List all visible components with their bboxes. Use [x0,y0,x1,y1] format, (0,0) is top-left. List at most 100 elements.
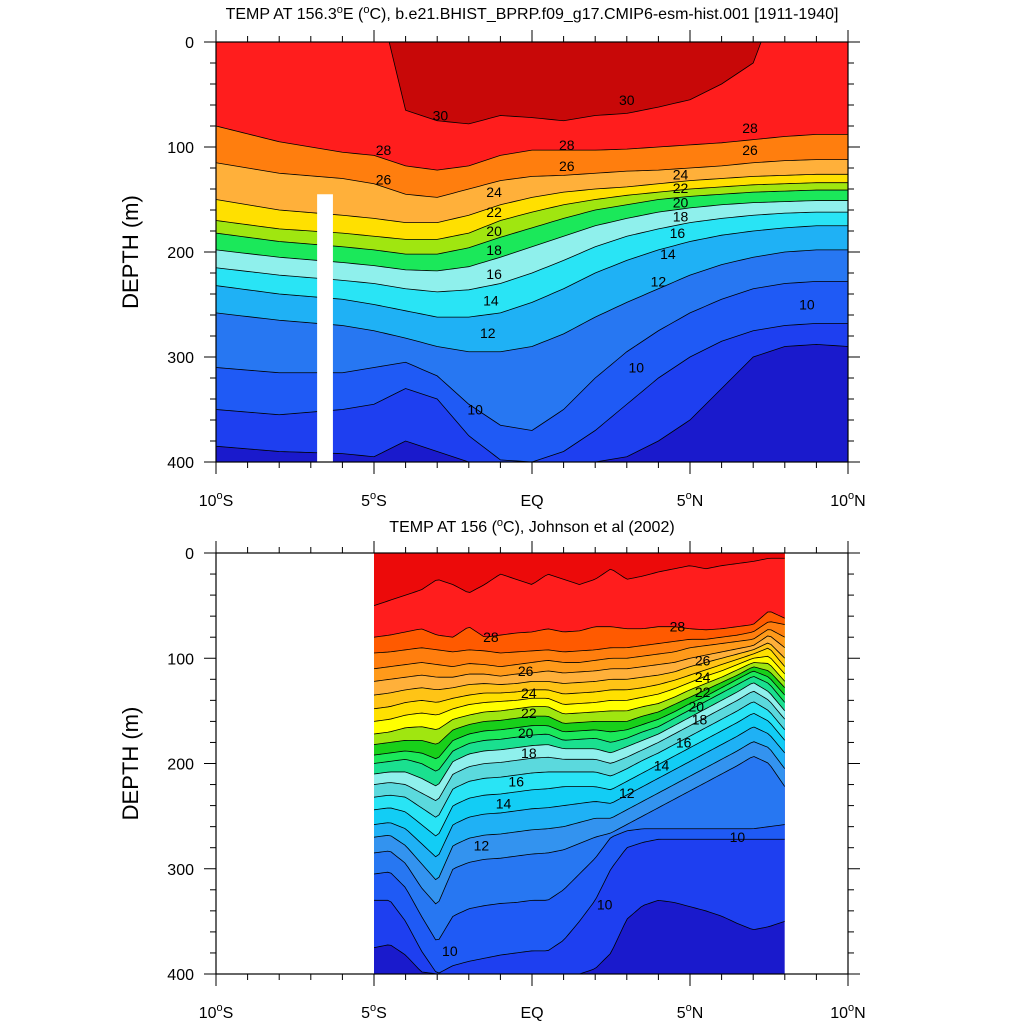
contour-label: 18 [521,745,537,761]
contour-line-16 [374,690,785,802]
contour-label: 24 [695,669,711,685]
x-tick-label: EQ [520,1005,543,1022]
contour-label: 12 [480,325,496,341]
contour-line-28 [374,611,785,638]
y-tick-label: 0 [185,546,194,563]
contour-label: 14 [496,795,512,811]
contour-line-8 [374,900,785,974]
contour-label: 20 [673,195,689,211]
contour-label: 28 [559,137,575,153]
missing-data-column [317,194,333,462]
contour-label: 18 [692,711,708,727]
contour-label: 30 [433,108,449,124]
y-tick-label: 400 [167,455,194,472]
contour-line-11 [374,756,785,905]
contour-line-18 [374,676,785,772]
contour-label: 28 [376,142,392,158]
y-tick-label: 200 [167,245,194,262]
contour-line-19 [374,670,785,760]
contour-label: 22 [486,204,502,220]
y-tick-label: 200 [167,757,194,774]
contour-line-9 [374,838,785,974]
contour-label: 22 [521,705,537,721]
chart-title: TEMP AT 156.3oE (oC), b.e21.BHIST_BPRP.f… [226,4,839,23]
contour-label: 10 [442,943,458,959]
x-tick-label: 5oS [361,490,387,510]
contour-label: 10 [597,897,613,913]
contour-label: 16 [676,734,692,750]
y-tick-label: 400 [167,967,194,984]
contour-label: 14 [483,292,499,308]
x-tick-label: 5oN [677,490,704,510]
x-tick-label: 10oN [830,1002,865,1022]
contour-line-30 [388,42,762,125]
contour-label: 10 [628,360,644,376]
contour-label: 14 [660,246,676,262]
y-tick-label: 0 [185,35,194,52]
contour-label: 12 [619,785,635,801]
contour-label: 28 [483,629,499,645]
contour-label: 14 [654,758,670,774]
band-29 [374,553,785,606]
contour-line-12 [374,741,785,881]
contour-line-23 [374,647,785,710]
contour-line-17 [374,682,785,787]
y-axis-label: DEPTH (m) [118,707,143,821]
x-tick-label: 10oS [199,490,234,510]
x-tick-label: 5oN [677,1002,704,1022]
contour-field [374,553,785,974]
chart-title: TEMP AT 156 (oC), Johnson et al (2002) [389,517,674,536]
contour-label: 26 [742,142,758,158]
y-tick-label: 100 [167,140,194,157]
y-axis-label: DEPTH (m) [118,195,143,309]
contour-label: 16 [508,773,524,789]
contour-label: 12 [474,838,490,854]
contour-line-13 [374,726,785,858]
contour-label: 24 [521,685,537,701]
y-tick-label: 100 [167,651,194,668]
contour-line-21 [374,662,785,735]
contour-label: 28 [742,120,758,136]
contour-line-15 [374,701,785,818]
contour-label: 10 [730,829,746,845]
contour-label: 16 [670,225,686,241]
contour-label: 18 [486,242,502,258]
panel-observations: 2828262624242222202018181616141412121010… [118,517,866,1022]
contour-line-26 [216,159,848,198]
contour-line-29 [374,557,785,607]
contour-line-27 [374,621,785,654]
contour-label: 10 [799,297,815,313]
contour-label: 26 [695,652,711,668]
contour-label: 22 [673,180,689,196]
contour-field [216,42,848,462]
contour-line-20 [374,666,785,745]
contour-label: 16 [486,266,502,282]
contour-line-14 [374,712,785,837]
contour-label: 26 [376,172,392,188]
contour-label: 24 [486,184,502,200]
contour-label: 24 [673,166,689,182]
contour-line-10 [374,824,785,941]
contour-label: 26 [559,158,575,174]
y-tick-label: 300 [167,350,194,367]
x-tick-label: 5oS [361,1002,387,1022]
x-tick-label: 10oS [199,1002,234,1022]
contour-label: 18 [673,208,689,224]
contour-label: 20 [518,725,534,741]
contour-label: 30 [619,92,635,108]
contour-line-26 [374,629,785,670]
contour-label: 20 [486,223,502,239]
band-30 [389,42,762,124]
contour-label: 20 [689,699,705,715]
contour-label: 26 [518,663,534,679]
x-tick-label: 10oN [830,490,865,510]
contour-label: 10 [467,402,483,418]
contour-line-28 [216,125,848,171]
contour-line-24 [374,642,785,696]
contour-label: 22 [695,684,711,700]
contour-line-25 [374,635,785,682]
x-tick-label: EQ [520,493,543,510]
y-tick-label: 300 [167,862,194,879]
